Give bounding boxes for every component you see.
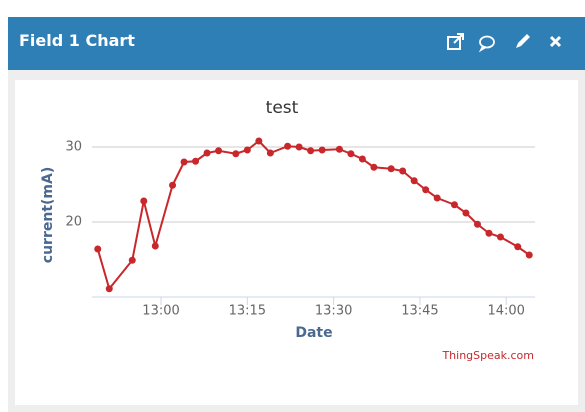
- data-point: [169, 181, 177, 189]
- x-tick-label: 13:30: [315, 304, 352, 319]
- y-tick-label: 20: [65, 215, 82, 230]
- widget: Field 1 Chart: [8, 17, 585, 412]
- data-point: [399, 167, 407, 175]
- comment-icon[interactable]: [478, 35, 495, 53]
- data-point: [307, 147, 315, 155]
- close-icon[interactable]: [549, 35, 562, 48]
- data-point: [462, 209, 470, 217]
- edit-icon[interactable]: [516, 34, 530, 48]
- widget-title: Field 1 Chart: [19, 31, 135, 50]
- data-point: [232, 150, 240, 158]
- y-axis-label: current(mA): [40, 167, 56, 263]
- data-point: [422, 186, 430, 194]
- data-point: [105, 285, 113, 293]
- data-point: [485, 229, 493, 237]
- data-point: [370, 163, 378, 171]
- data-point: [180, 158, 188, 166]
- data-point: [215, 147, 223, 155]
- x-axis-label: Date: [295, 325, 332, 341]
- x-tick-label: 13:00: [142, 304, 179, 319]
- data-point: [358, 155, 366, 163]
- y-tick-label: 30: [65, 140, 82, 155]
- toolbar: [447, 33, 562, 53]
- data-point: [525, 251, 533, 259]
- data-point: [347, 150, 355, 158]
- chart-title: test: [266, 98, 299, 118]
- data-point: [266, 149, 274, 157]
- data-point: [151, 242, 159, 250]
- data-point: [514, 243, 522, 251]
- data-point: [140, 197, 148, 205]
- data-point: [243, 146, 251, 154]
- data-point: [318, 146, 326, 154]
- data-point: [410, 177, 418, 185]
- credit[interactable]: ThingSpeak.com: [441, 349, 534, 362]
- data-line: [96, 139, 530, 291]
- chart-box: [15, 80, 578, 405]
- data-point: [94, 245, 102, 253]
- data-point: [203, 149, 211, 157]
- data-point: [450, 201, 458, 209]
- data-point: [433, 194, 441, 202]
- data-point: [387, 165, 395, 173]
- data-point: [335, 145, 343, 153]
- data-point: [192, 157, 200, 165]
- x-tick-label: 13:45: [401, 304, 438, 319]
- data-point: [496, 233, 504, 241]
- data-point: [128, 256, 136, 264]
- open-icon[interactable]: [447, 33, 464, 50]
- widget-header: Field 1 Chart: [8, 17, 585, 70]
- x-tick-label: 14:00: [487, 304, 524, 319]
- data-point: [284, 142, 292, 150]
- data-point: [473, 220, 481, 228]
- data-point: [255, 137, 263, 145]
- data-point: [295, 143, 303, 151]
- x-tick-label: 13:15: [229, 304, 266, 319]
